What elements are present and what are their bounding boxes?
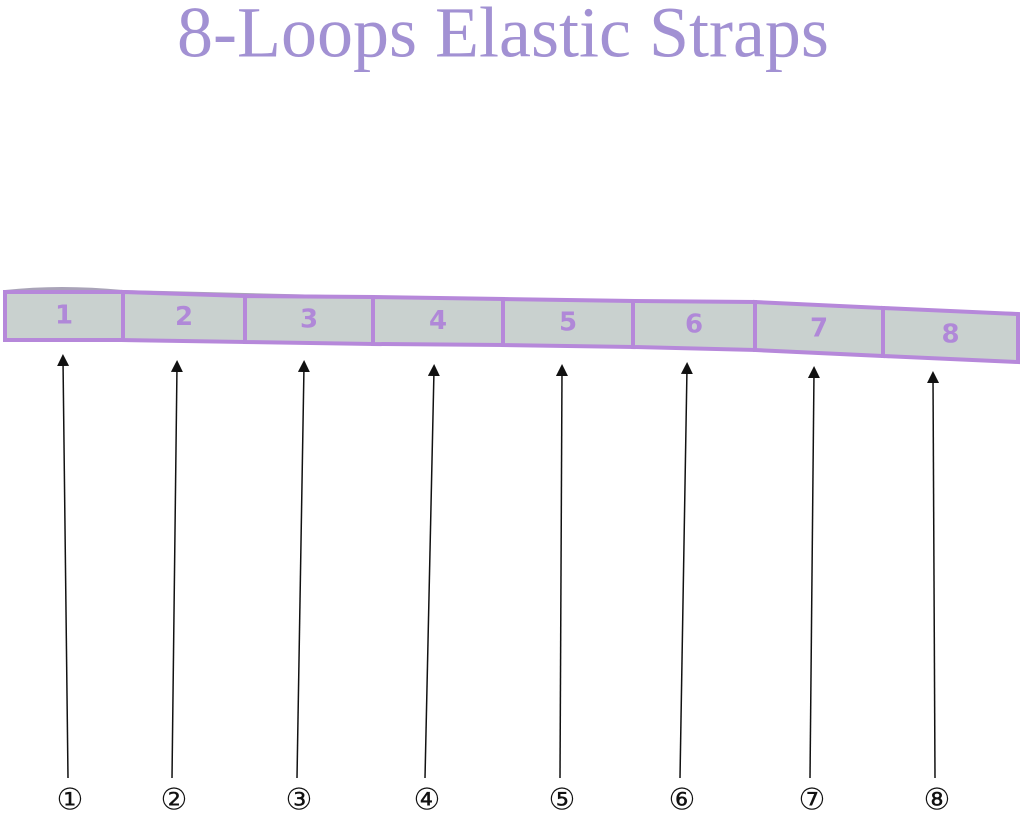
title: 8-Loops Elastic Straps xyxy=(177,0,829,73)
marker-label: ③ xyxy=(286,783,313,818)
arrow xyxy=(927,371,940,779)
loop-number: 7 xyxy=(810,314,828,344)
arrow xyxy=(170,360,183,779)
loop xyxy=(881,305,1020,365)
arrows: ① ② ③ ④ ⑤ ⑥ ⑦ ⑧ xyxy=(57,354,951,818)
marker-label: ⑧ xyxy=(924,783,951,818)
arrow xyxy=(555,364,568,779)
marker-label: ⑤ xyxy=(549,783,576,818)
marker-label: ① xyxy=(57,783,84,818)
loop-number: 1 xyxy=(55,301,73,331)
loop-number: 8 xyxy=(941,320,959,350)
loop-number: 6 xyxy=(685,310,703,340)
arrow xyxy=(424,364,440,779)
arrow xyxy=(296,360,310,779)
loop-number: 3 xyxy=(300,304,318,334)
arrow xyxy=(807,366,820,779)
marker-label: ⑦ xyxy=(799,783,826,818)
arrow xyxy=(57,354,70,779)
loop-number: 4 xyxy=(429,306,447,336)
arrow xyxy=(679,362,693,779)
marker-label: ② xyxy=(161,783,188,818)
loop-number: 2 xyxy=(175,302,193,332)
loop-number: 5 xyxy=(559,308,577,338)
marker-label: ⑥ xyxy=(669,783,696,818)
strap: 1 2 3 4 5 6 7 8 xyxy=(3,287,1020,365)
marker-label: ④ xyxy=(414,783,441,818)
